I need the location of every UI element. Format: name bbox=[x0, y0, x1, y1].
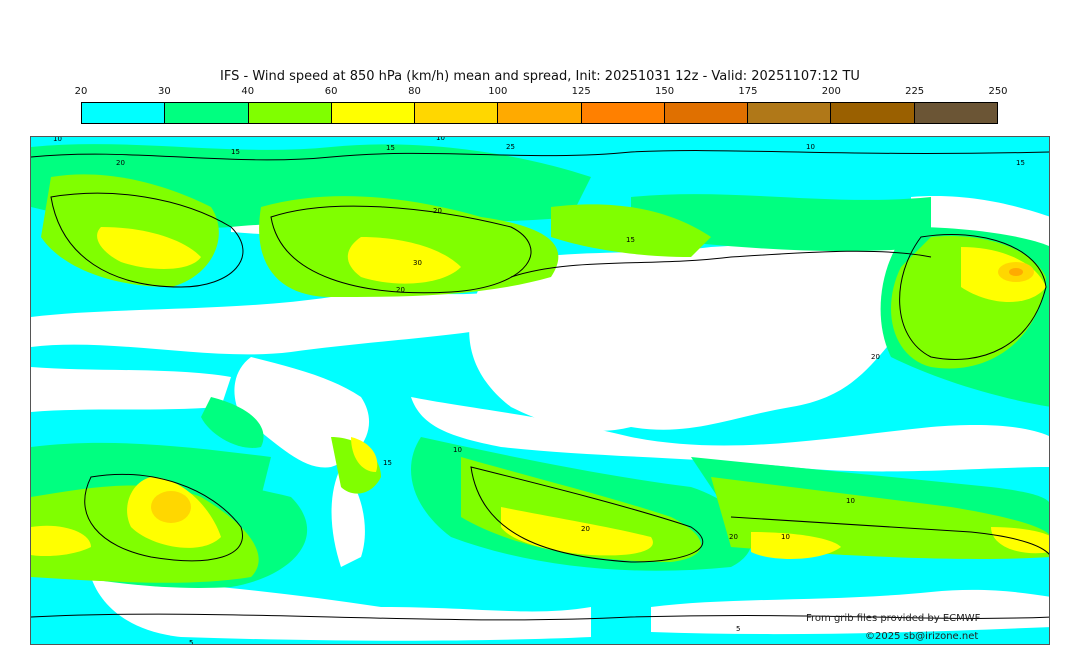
contour-label: 25 bbox=[506, 143, 515, 151]
colorbar-tick-label: 250 bbox=[988, 86, 1008, 97]
spread-contours bbox=[31, 150, 1049, 621]
colorbar-tick-label: 150 bbox=[654, 86, 675, 97]
contour-label: 20 bbox=[433, 207, 442, 215]
colorbar-segment bbox=[664, 103, 749, 123]
colorbar-segment bbox=[165, 103, 249, 123]
colorbar-tick-label: 225 bbox=[905, 86, 925, 97]
data-source-credit: From grib files provided by ECMWF bbox=[806, 613, 981, 624]
colorbar-tick-labels: 20 30 40 60 80 100 125 150 175 200 225 250 bbox=[0, 86, 1080, 98]
colorbar-segment bbox=[581, 103, 665, 123]
colorbar-tick-label: 30 bbox=[157, 86, 171, 97]
contour-label: 5 bbox=[736, 625, 740, 633]
contour-label: 10 bbox=[436, 137, 445, 142]
contour-label: 10 bbox=[781, 533, 790, 541]
colorbar-segment bbox=[831, 103, 915, 123]
contour-label: 20 bbox=[871, 353, 880, 361]
colorbar-tick-label: 175 bbox=[738, 86, 758, 97]
contour-label: 15 bbox=[383, 459, 392, 467]
colorbar-tick-label: 100 bbox=[488, 86, 508, 97]
colorbar-tick-label: 40 bbox=[241, 86, 255, 97]
colorbar-tick-label: 20 bbox=[74, 86, 88, 97]
colorbar-tick-label: 60 bbox=[324, 86, 338, 97]
contour-label: 15 bbox=[1016, 159, 1025, 167]
contour-label: 30 bbox=[413, 259, 422, 267]
colorbar-segment bbox=[82, 103, 166, 123]
colorbar-segment bbox=[248, 103, 332, 123]
copyright-credit: ©2025 sb@irizone.net bbox=[865, 631, 979, 642]
colorbar-segment bbox=[914, 103, 997, 123]
contour-label: 20 bbox=[581, 525, 590, 533]
contour-label: 10 bbox=[453, 446, 462, 454]
contour-label: 15 bbox=[231, 148, 240, 156]
colorbar bbox=[81, 102, 998, 124]
wind-100-125-area bbox=[1009, 268, 1023, 276]
contour-labels: 10 15 20 15 10 20 30 20 15 10 15 20 25 1… bbox=[53, 137, 1025, 645]
contour-label: 20 bbox=[396, 286, 405, 294]
colorbar-tick-label: 125 bbox=[571, 86, 591, 97]
contour-label: 10 bbox=[846, 497, 855, 505]
contour-label: 20 bbox=[116, 159, 125, 167]
colorbar-segment bbox=[415, 103, 499, 123]
contour-label: 10 bbox=[53, 137, 62, 143]
contour-label: 20 bbox=[729, 533, 738, 541]
wind-speed-map[interactable]: 10 15 20 15 10 20 30 20 15 10 15 20 25 1… bbox=[30, 136, 1050, 645]
colorbar-segment bbox=[748, 103, 832, 123]
low-wind-areas bbox=[31, 196, 1049, 641]
contour-label: 15 bbox=[386, 144, 395, 152]
wind-80-100-areas bbox=[151, 262, 1034, 523]
contour-label: 5 bbox=[189, 639, 193, 645]
colorbar-tick-label: 80 bbox=[408, 86, 421, 97]
colorbar-segment bbox=[331, 103, 416, 123]
contour-label: 10 bbox=[806, 143, 815, 151]
colorbar-segment bbox=[498, 103, 582, 123]
chart-title: IFS - Wind speed at 850 hPa (km/h) mean … bbox=[220, 69, 860, 84]
wind-60-80-areas bbox=[31, 227, 1049, 559]
contour-label: 15 bbox=[626, 236, 635, 244]
colorbar-tick-label: 200 bbox=[821, 86, 841, 97]
wind-field: 10 15 20 15 10 20 30 20 15 10 15 20 25 1… bbox=[31, 137, 1049, 645]
